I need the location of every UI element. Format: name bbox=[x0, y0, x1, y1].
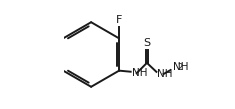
Text: 2: 2 bbox=[178, 63, 183, 72]
Text: NH: NH bbox=[132, 68, 148, 78]
Text: NH: NH bbox=[173, 62, 189, 72]
Text: F: F bbox=[116, 15, 122, 25]
Text: S: S bbox=[143, 38, 150, 48]
Text: NH: NH bbox=[157, 69, 173, 79]
